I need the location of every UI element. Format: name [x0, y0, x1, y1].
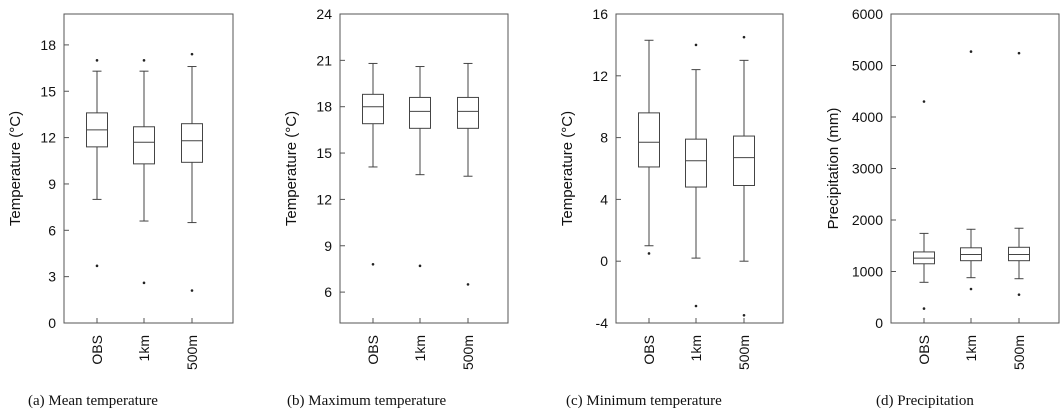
outlier-point — [1017, 293, 1021, 296]
x-tick-label: 500m — [460, 335, 476, 370]
box-OBS — [913, 100, 935, 310]
plot-frame — [63, 13, 234, 324]
panel-caption: (d) Precipitation — [876, 393, 974, 409]
y-axis-label: Precipitation (mm) — [825, 108, 842, 230]
x-tick-label: OBS — [365, 335, 381, 365]
y-tick-label: 9 — [324, 238, 332, 254]
box-1km — [133, 59, 155, 285]
iqr-box — [457, 96, 479, 129]
y-tick-label: 15 — [40, 83, 56, 99]
y-tick-label: 6 — [324, 284, 332, 300]
outlier-point — [190, 52, 194, 56]
y-tick-label: 0 — [875, 315, 883, 331]
outlier-point — [142, 59, 146, 62]
iqr-box — [362, 93, 384, 125]
y-tick-label: 24 — [316, 6, 332, 22]
plot-frame — [615, 13, 784, 324]
y-tick-label: 1000 — [852, 264, 883, 280]
outlier-point — [922, 100, 926, 103]
plot-frame — [339, 13, 509, 324]
panel-3: -4 0 4 8 12 16 Temperature (°C) OBS 1km 500m (c) M… — [559, 6, 784, 409]
x-tick-label: OBS — [641, 335, 657, 365]
x-tick-label: 500m — [736, 335, 752, 370]
outlier-point — [922, 307, 926, 310]
box-OBS — [86, 59, 108, 268]
y-tick-label: 2000 — [852, 212, 883, 228]
y-axis-label: Temperature (°C) — [7, 111, 24, 226]
outlier-point — [371, 262, 375, 266]
panel-caption: (b) Maximum temperature — [287, 393, 446, 409]
iqr-box — [685, 138, 707, 188]
y-tick-label: 18 — [316, 99, 332, 115]
outlier-point — [1017, 51, 1021, 55]
panel-2: 6 9 12 15 18 21 24 Temperature (°C) OBS 1km 500m (b… — [283, 6, 509, 409]
outlier-point — [694, 43, 698, 47]
box-1km — [685, 43, 707, 308]
box-500m — [181, 52, 203, 292]
x-tick-label: 500m — [1011, 335, 1027, 370]
box-1km — [960, 50, 982, 291]
box-500m — [457, 62, 479, 286]
y-tick-label: 6 — [48, 222, 56, 238]
outlier-point — [190, 289, 194, 292]
y-tick-label: 12 — [592, 68, 608, 84]
x-tick-label: 1km — [412, 335, 428, 361]
panel-caption: (a) Mean temperature — [28, 393, 158, 409]
x-tick-label: OBS — [916, 335, 932, 365]
y-tick-label: 9 — [48, 176, 56, 192]
y-axis-label: Temperature (°C) — [283, 111, 300, 226]
y-tick-label: 18 — [40, 37, 56, 53]
panel-1: 0 3 6 9 12 15 18 Temperature (°C) OBS 1km 500m (a) … — [7, 13, 234, 409]
y-tick-label: 8 — [600, 130, 608, 146]
outlier-point — [466, 283, 470, 286]
iqr-box — [638, 112, 660, 168]
y-tick-label: 16 — [592, 6, 608, 22]
y-tick-label: -4 — [596, 315, 609, 331]
outlier-point — [418, 264, 422, 268]
y-tick-label: 4000 — [852, 109, 883, 125]
y-tick-label: 4 — [600, 191, 608, 207]
outlier-point — [142, 281, 146, 285]
outlier-point — [742, 313, 746, 317]
y-tick-label: 5000 — [852, 58, 883, 74]
box-OBS — [638, 39, 660, 255]
y-tick-label: 12 — [40, 130, 56, 146]
iqr-box — [181, 123, 203, 163]
y-tick-label: 3000 — [852, 161, 883, 177]
x-tick-label: 1km — [136, 335, 152, 361]
outlier-point — [95, 59, 99, 62]
x-tick-label: 500m — [184, 335, 200, 370]
panel-caption: (c) Minimum temperature — [566, 393, 722, 409]
y-axis-label: Temperature (°C) — [559, 111, 576, 226]
panel-4: 0 1000 2000 3000 4000 5000 6000 Precipitation (… — [825, 6, 1060, 409]
box-OBS — [362, 62, 384, 266]
iqr-box — [133, 126, 155, 165]
y-tick-label: 3 — [48, 269, 56, 285]
y-tick-label: 15 — [316, 145, 332, 161]
plot-frame — [890, 13, 1060, 324]
iqr-box — [1008, 246, 1030, 262]
outlier-point — [647, 252, 651, 255]
x-tick-label: 1km — [963, 335, 979, 361]
y-tick-label: 0 — [48, 315, 56, 331]
outlier-point — [969, 287, 973, 291]
y-tick-label: 12 — [316, 191, 332, 207]
x-tick-label: 1km — [688, 335, 704, 361]
iqr-box — [733, 135, 755, 186]
outlier-point — [969, 50, 973, 53]
y-tick-label: 6000 — [852, 6, 883, 22]
box-500m — [1008, 51, 1030, 296]
iqr-box — [409, 96, 431, 129]
outlier-point — [95, 264, 99, 268]
box-500m — [733, 35, 755, 317]
y-tick-label: 21 — [316, 52, 332, 68]
x-tick-label: OBS — [89, 335, 105, 365]
outlier-point — [742, 35, 746, 39]
y-tick-label: 0 — [600, 253, 608, 269]
outlier-point — [694, 304, 698, 308]
box-1km — [409, 66, 431, 268]
